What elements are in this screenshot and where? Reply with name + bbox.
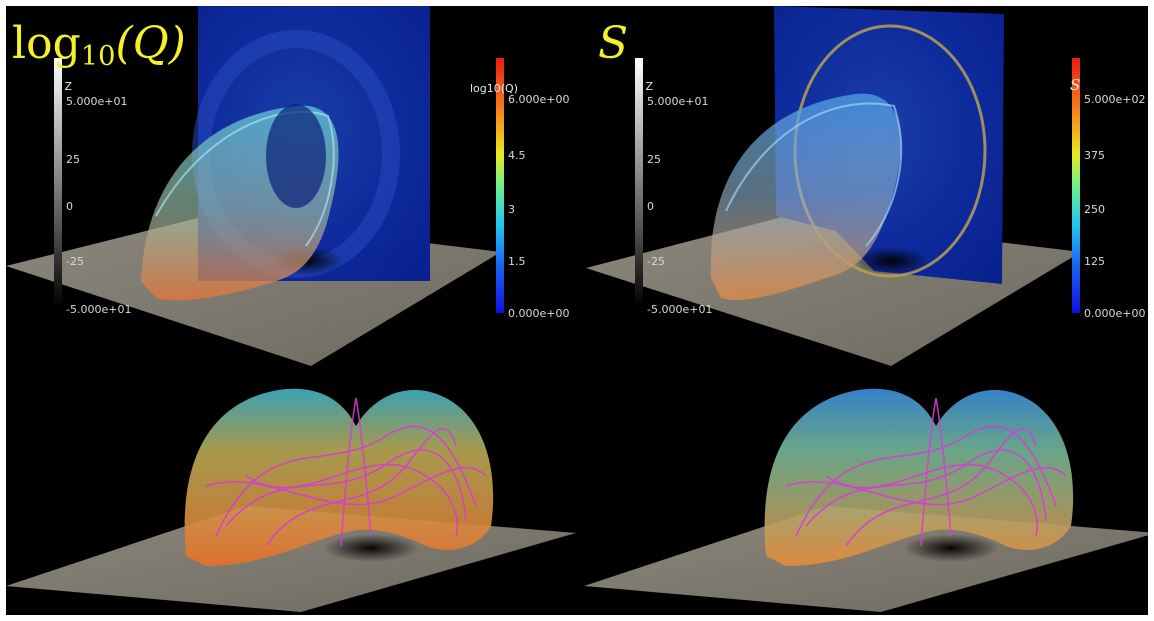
arcade-volume <box>184 388 494 566</box>
log10q-tick: 1.5 <box>508 255 526 268</box>
polarity-shadow <box>853 247 929 275</box>
s-colorbar-title: S <box>1070 76 1081 94</box>
polarity-shadow <box>903 534 999 562</box>
bz-tick: 25 <box>647 153 661 166</box>
panel-title-log10q: log10(Q) <box>12 18 186 72</box>
rope-outline <box>155 110 335 247</box>
bz-tick: 0 <box>66 200 73 213</box>
visualization-canvas <box>6 6 1148 612</box>
panel-q-fieldlines <box>6 388 576 612</box>
panel-s-fieldlines <box>584 388 1148 612</box>
bz-tick: -5.000e+01 <box>647 303 713 316</box>
log10q-tick: 6.000e+00 <box>508 93 570 106</box>
polarity-shadow <box>323 534 419 562</box>
bz-tick: 5.000e+01 <box>66 95 128 108</box>
s-tick: 250 <box>1084 203 1105 216</box>
flux-rope <box>710 93 901 300</box>
panel-title-s: S <box>598 18 629 69</box>
twisted-field-lines <box>785 397 1067 547</box>
log10q-tick: 0.000e+00 <box>508 307 570 320</box>
arcade-volume <box>764 388 1074 566</box>
bz-tick: 0 <box>647 200 654 213</box>
rope-core <box>266 104 326 208</box>
log10q-colorbar <box>496 58 504 313</box>
s-tick: 5.000e+02 <box>1084 93 1146 106</box>
bz-colorbar <box>635 58 643 308</box>
s-tick: 375 <box>1084 149 1105 162</box>
bz-tick: -5.000e+01 <box>66 303 132 316</box>
panel-q-scene <box>6 6 501 366</box>
bz-tick: -25 <box>66 255 84 268</box>
bz-colorbar-title: b Z <box>635 80 654 93</box>
s-tick: 125 <box>1084 255 1105 268</box>
twisted-field-lines <box>205 397 487 547</box>
bz-colorbar-title: b Z <box>54 80 73 93</box>
s-colorbar <box>1072 58 1080 313</box>
panel-s-scene <box>586 6 1081 366</box>
bz-tick: 5.000e+01 <box>647 95 709 108</box>
log10q-colorbar-title: log10(Q) <box>470 82 519 95</box>
bz-tick: -25 <box>647 255 665 268</box>
figure-frame: log10(Q) S b Z 5.000e+01 25 0 -25 -5.000… <box>6 6 1148 615</box>
s-tick: 0.000e+00 <box>1084 307 1146 320</box>
log10q-tick: 4.5 <box>508 149 526 162</box>
bz-tick: 25 <box>66 153 80 166</box>
log10q-tick: 3 <box>508 203 515 216</box>
bz-colorbar <box>54 58 62 308</box>
rope-outline <box>725 102 903 247</box>
